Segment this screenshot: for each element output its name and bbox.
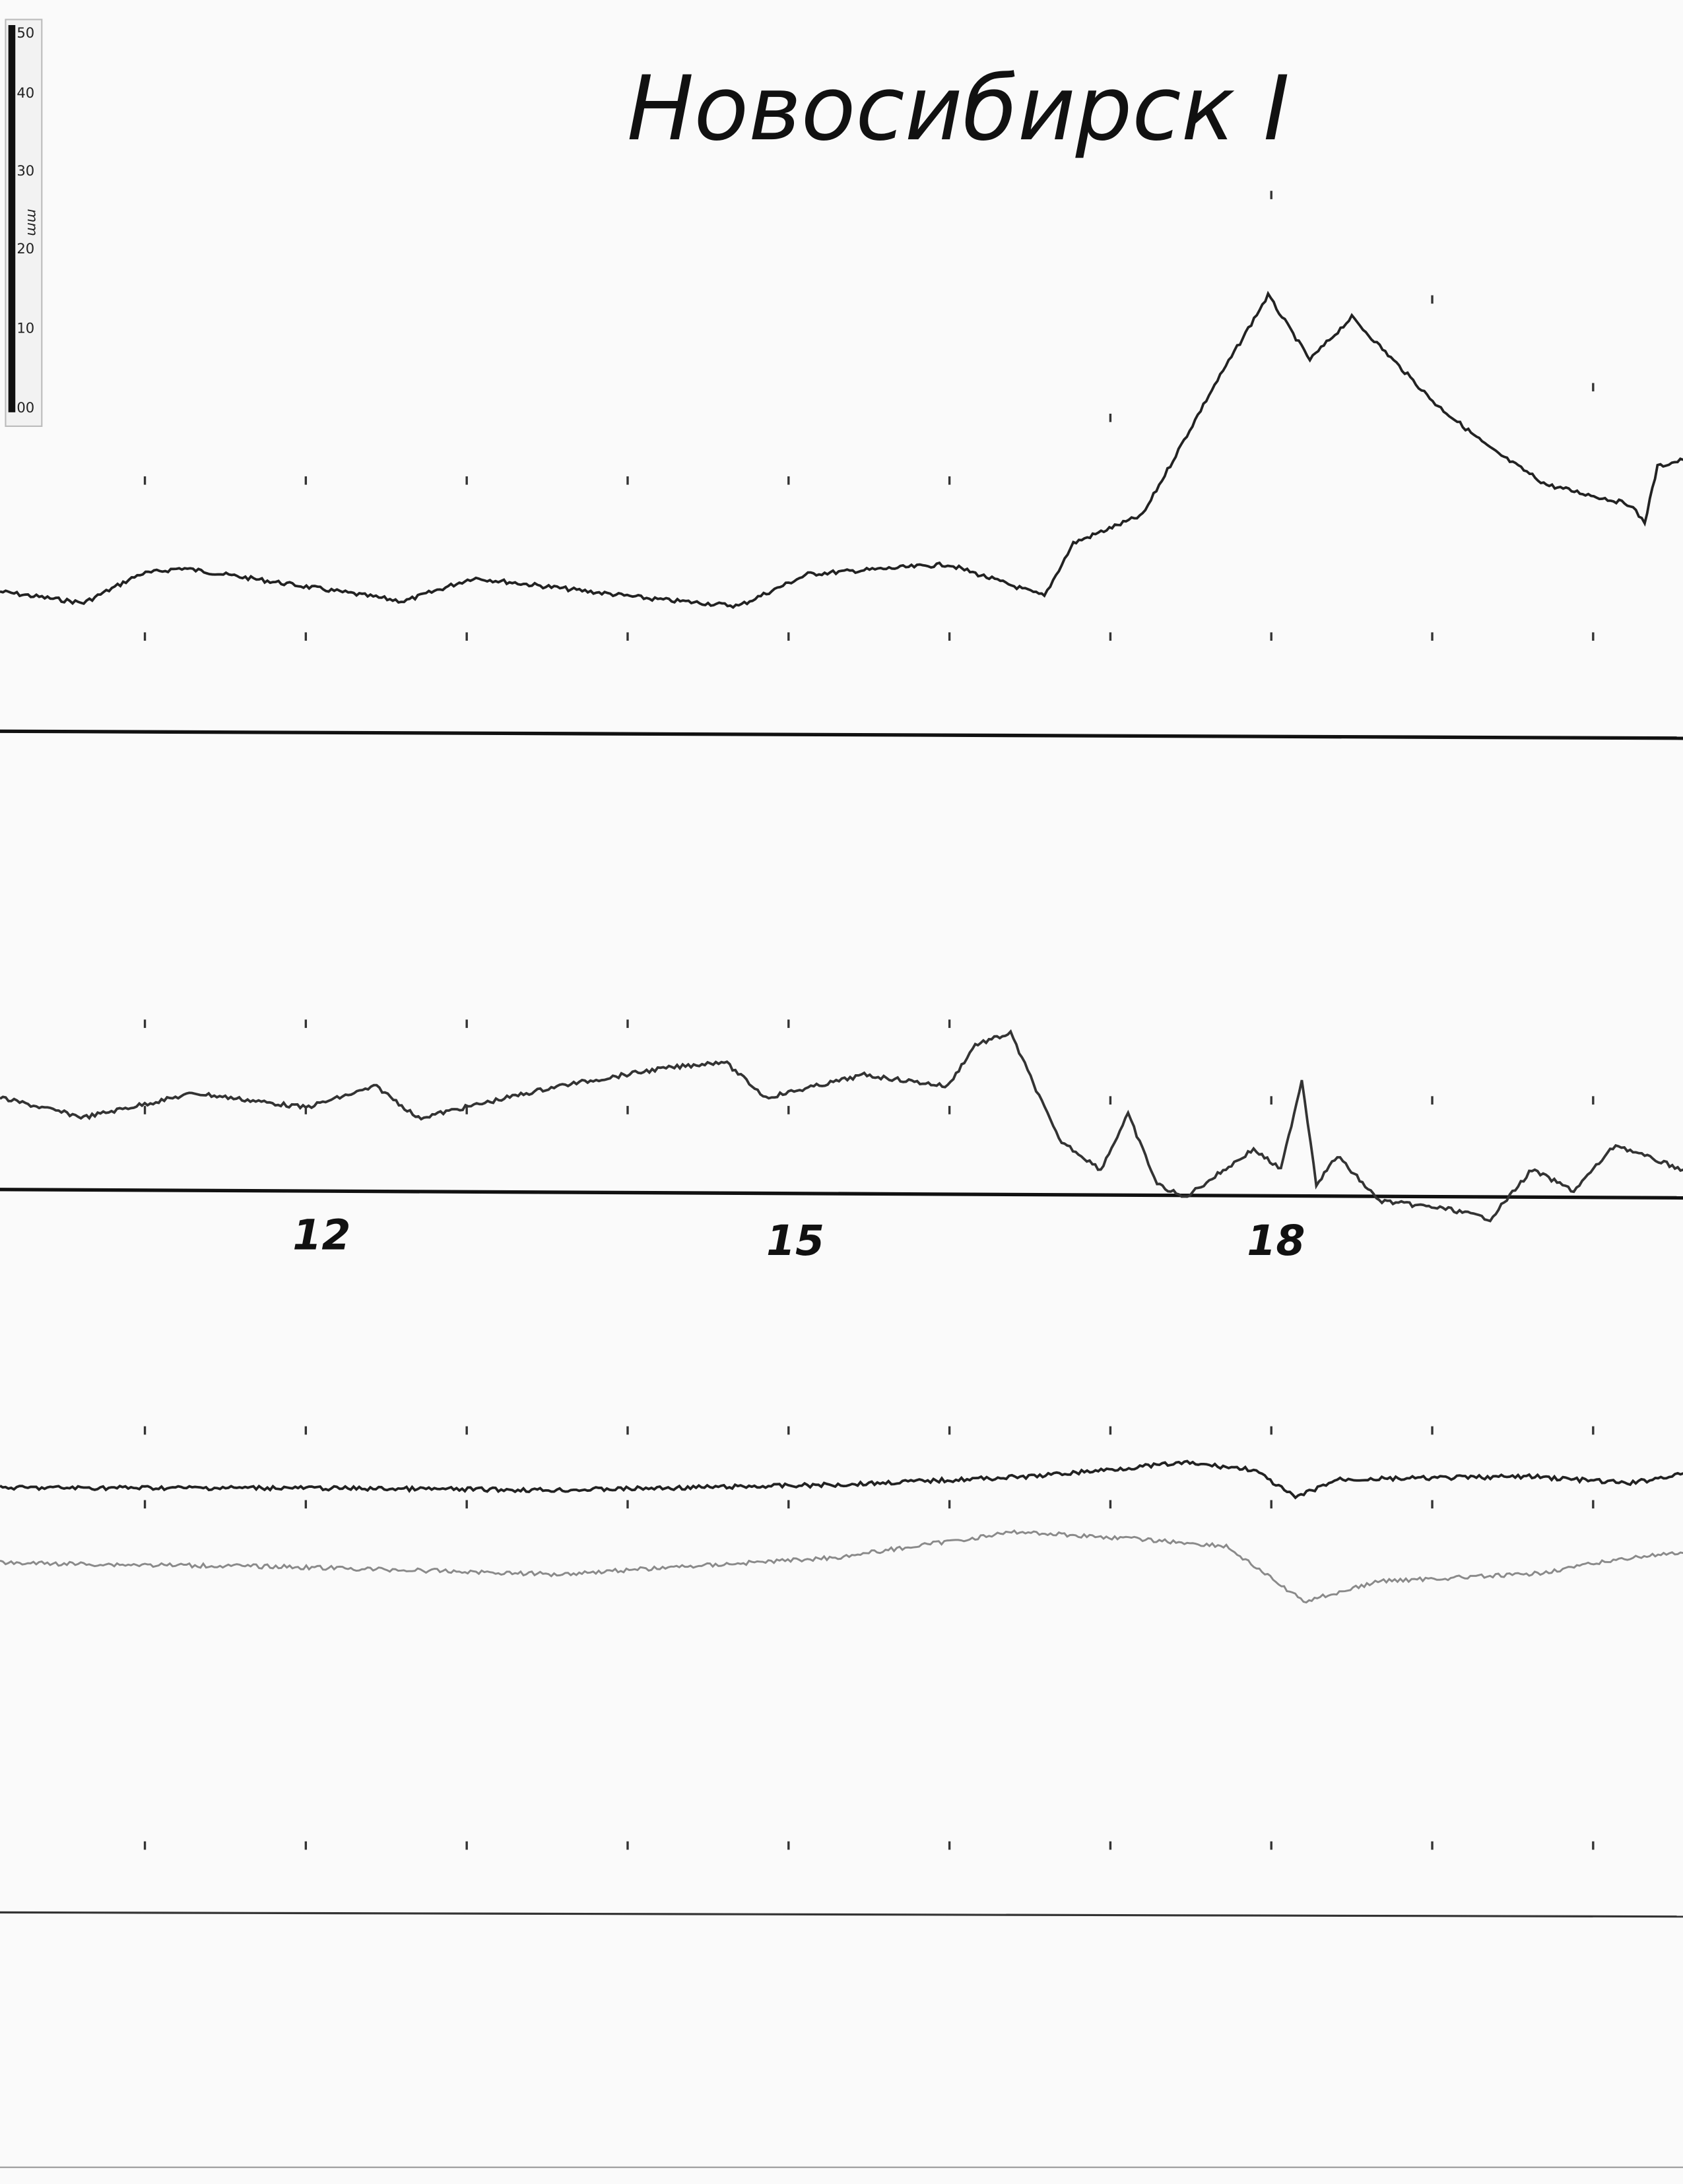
baseline-1 <box>0 729 1683 740</box>
hour-mark-17 <box>1109 1841 1112 1850</box>
hour-mark-16 <box>948 1106 951 1114</box>
hour-mark-12 <box>304 1019 308 1028</box>
hour-mark-18 <box>1270 1426 1272 1435</box>
hour-mark-14 <box>626 476 629 485</box>
hour-mark-15 <box>787 1426 790 1435</box>
hour-mark-20 <box>1592 632 1595 641</box>
scale-label-50: 50 <box>16 24 34 41</box>
hour-mark-16 <box>948 1841 951 1850</box>
hour-mark-18 <box>1270 1500 1272 1509</box>
hour-mark-13 <box>465 1841 468 1850</box>
hour-mark-19 <box>1431 1500 1434 1509</box>
hour-mark-14 <box>626 1106 629 1114</box>
hour-mark-20 <box>1592 383 1595 392</box>
hour-mark-11 <box>143 1019 147 1028</box>
hour-mark-16 <box>948 1426 951 1435</box>
hour-mark-15 <box>787 1500 790 1509</box>
hour-mark-14 <box>626 1500 629 1509</box>
hour-mark-12 <box>304 1106 308 1114</box>
hour-label-15: 15 <box>766 1216 824 1265</box>
hour-mark-12 <box>304 1841 308 1850</box>
hour-mark-18 <box>1270 1096 1272 1105</box>
hour-mark-16 <box>948 1019 951 1028</box>
hour-mark-15 <box>787 632 790 641</box>
trace-1 <box>0 290 1683 610</box>
hour-mark-13 <box>465 1019 468 1028</box>
hour-label-12: 12 <box>292 1211 350 1260</box>
hour-mark-12 <box>304 1500 308 1509</box>
hour-mark-20 <box>1592 1841 1595 1850</box>
trace-4 <box>0 1529 1683 1604</box>
baseline-2 <box>0 1188 1683 1200</box>
scale-label-40: 40 <box>16 84 34 101</box>
hour-mark-20 <box>1592 1500 1595 1509</box>
hour-mark-16 <box>948 632 951 641</box>
trace-2 <box>0 1029 1683 1223</box>
hour-mark-17 <box>1109 1500 1112 1509</box>
hour-mark-19 <box>1431 295 1434 304</box>
hour-mark-14 <box>626 1841 629 1850</box>
hour-mark-19 <box>1431 1841 1434 1850</box>
hour-mark-13 <box>465 632 468 641</box>
hour-mark-20 <box>1592 1426 1595 1435</box>
hour-mark-11 <box>143 1106 147 1114</box>
hour-mark-11 <box>143 632 147 641</box>
hour-mark-11 <box>143 1426 147 1435</box>
scale-label-20: 20 <box>16 240 34 257</box>
hour-mark-12 <box>304 1426 308 1435</box>
chart-title: Новосибирск I <box>627 57 1290 160</box>
hour-mark-17 <box>1109 632 1112 641</box>
scale-unit: mm <box>24 209 41 236</box>
scale-label-00: 00 <box>16 399 34 416</box>
hour-mark-19 <box>1431 1096 1434 1105</box>
hour-mark-16 <box>948 1500 951 1509</box>
hour-mark-15 <box>787 1019 790 1028</box>
hour-mark-11 <box>143 476 147 485</box>
hour-mark-18 <box>1270 1841 1272 1850</box>
hour-label-18: 18 <box>1247 1216 1305 1265</box>
hour-marks <box>143 191 1595 1850</box>
hour-mark-13 <box>465 1426 468 1435</box>
hour-mark-17 <box>1109 413 1112 422</box>
hour-mark-12 <box>304 632 308 641</box>
traces <box>0 290 1683 1604</box>
hour-mark-16 <box>948 476 951 485</box>
hour-mark-18 <box>1270 632 1272 641</box>
scale-label-30: 30 <box>16 162 34 179</box>
hour-mark-15 <box>787 476 790 485</box>
baseline-3 <box>0 1911 1683 1918</box>
hour-mark-15 <box>787 1106 790 1114</box>
hour-mark-14 <box>626 632 629 641</box>
trace-3 <box>0 1460 1683 1500</box>
hour-mark-17 <box>1109 1096 1112 1105</box>
scale-label-10: 10 <box>16 320 34 337</box>
hour-mark-19 <box>1431 632 1434 641</box>
hour-mark-14 <box>626 1019 629 1028</box>
hour-mark-13 <box>465 476 468 485</box>
hour-mark-13 <box>465 1106 468 1114</box>
hour-mark-18 <box>1270 191 1272 199</box>
hour-mark-20 <box>1592 1096 1595 1105</box>
hour-mark-19 <box>1431 1426 1434 1435</box>
hour-mark-13 <box>465 1500 468 1509</box>
scale-bar: 50 40 30 20 10 00 mm <box>5 18 43 428</box>
baselines <box>0 729 1683 2168</box>
hour-mark-15 <box>787 1841 790 1850</box>
hour-mark-17 <box>1109 1426 1112 1435</box>
hour-mark-14 <box>626 1426 629 1435</box>
hour-mark-11 <box>143 1500 147 1509</box>
hour-mark-11 <box>143 1841 147 1850</box>
hour-mark-12 <box>304 476 308 485</box>
